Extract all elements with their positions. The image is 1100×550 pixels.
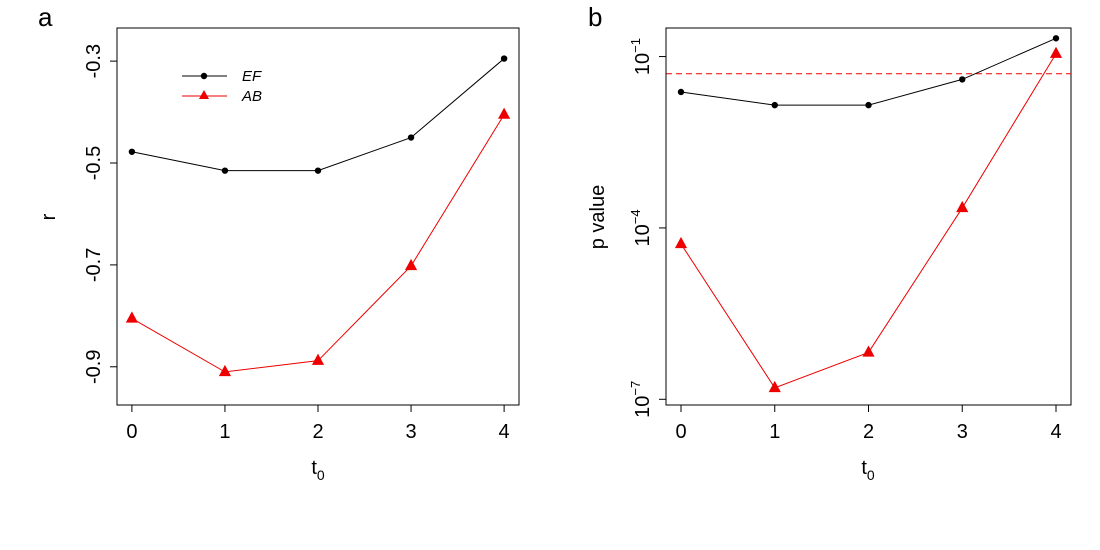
panel-a-ylabel: r — [38, 213, 60, 220]
panel-a-xlabel: t0 — [311, 457, 325, 483]
legend-ef-label: EF — [242, 68, 262, 85]
legend-ab-marker — [199, 90, 209, 99]
y-tick-label: -0.3 — [83, 44, 105, 78]
series-ab-point — [1049, 46, 1063, 58]
y-tick-label: -0.9 — [83, 350, 105, 384]
panel-a-frame — [116, 27, 520, 406]
panel-b-label: b — [588, 2, 602, 32]
series-ab-point — [404, 258, 418, 271]
y-tick-label: 10−7 — [628, 381, 654, 418]
series-ef-line — [680, 37, 1057, 106]
panel-a-x-axis: 0 1 2 3 4 — [126, 404, 510, 443]
series-ef-point — [500, 55, 508, 62]
x-tick-label: 2 — [863, 421, 874, 443]
panel-b-y-axis: 10−7 10−4 10−1 — [628, 38, 667, 418]
x-tick-label: 1 — [219, 421, 230, 443]
series-ef-point — [128, 148, 136, 155]
x-tick-label: 0 — [126, 421, 137, 443]
x-tick-label: 4 — [1050, 421, 1061, 443]
panel-b-series — [674, 35, 1063, 393]
x-tick-label: 2 — [312, 421, 323, 443]
y-tick-label: 10−4 — [628, 209, 654, 246]
series-ab-line — [131, 114, 505, 373]
series-ef-point — [771, 101, 778, 109]
series-ab-point — [768, 380, 781, 393]
series-ef-point — [1052, 35, 1060, 42]
x-tick-label: 3 — [957, 421, 968, 443]
legend: EF AB — [182, 68, 262, 105]
legend-ab-label: AB — [241, 88, 262, 105]
panel-b-xlabel-sub: 0 — [867, 467, 875, 483]
series-ab-point — [956, 200, 969, 213]
x-tick-label: 1 — [769, 421, 780, 443]
series-ab-point — [311, 353, 325, 365]
panel-a-label: a — [38, 2, 53, 32]
panel-a-series — [125, 55, 511, 377]
y-tick-label: 10−1 — [628, 38, 654, 75]
series-ef-point — [677, 88, 685, 96]
series-ef-point — [865, 101, 872, 109]
panel-b-x-axis: 0 1 2 3 4 — [675, 404, 1062, 443]
series-ef-point — [407, 134, 415, 141]
panel-a-xlabel-sub: 0 — [317, 467, 325, 483]
x-tick-label: 4 — [499, 421, 510, 443]
y-tick-label: -0.7 — [83, 248, 105, 282]
series-ab-point — [862, 345, 875, 357]
y-tick-label: -0.5 — [83, 146, 105, 180]
panel-b-ylabel: p value — [587, 185, 609, 250]
panel-a-xlabel-base: t — [311, 457, 317, 479]
panel-a-y-axis: -0.9 -0.7 -0.5 -0.3 — [83, 44, 118, 384]
panel-b-xlabel: t0 — [861, 457, 875, 483]
series-ef-line — [131, 58, 505, 172]
series-ab-point — [218, 364, 232, 377]
legend-ef-marker — [200, 72, 208, 80]
panel-b-xlabel-base: t — [861, 457, 867, 479]
x-tick-label: 0 — [675, 421, 686, 443]
x-tick-label: 3 — [405, 421, 416, 443]
series-ab-point — [498, 107, 511, 119]
series-ab-point — [674, 236, 688, 249]
series-ef-point — [959, 76, 966, 83]
series-ab-point — [125, 311, 138, 323]
series-ef-point — [314, 167, 322, 174]
series-ef-point — [221, 167, 229, 174]
